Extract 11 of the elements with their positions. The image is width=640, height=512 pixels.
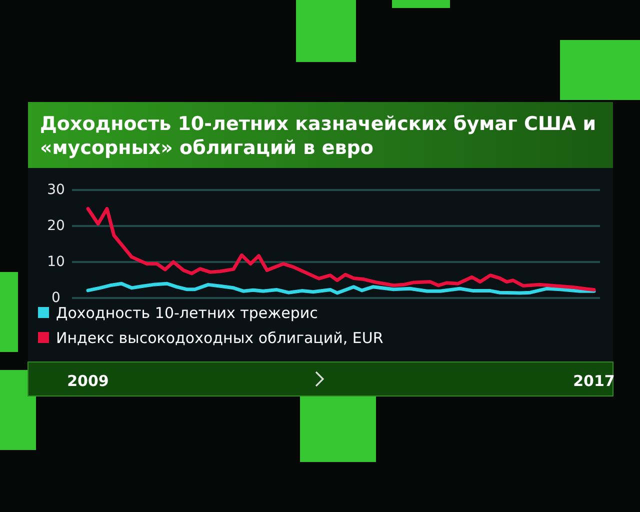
y-tick-label: 0 [52,290,60,306]
line-series [86,282,596,295]
y-tick-label: 10 [47,254,65,270]
y-tick-label: 20 [47,218,65,234]
y-tick-label: 30 [47,182,65,198]
legend-label: Доходность 10-летних трежерис [56,304,318,322]
legend-label: Индекс высокодоходных облигаций, EUR [56,329,384,347]
line-series [86,206,596,292]
chart-title: Доходность 10-летних казначейских бумаг США и «мусорных» облигаций в евро [40,113,596,159]
x-tick-label: 2017 [573,372,615,390]
x-tick-label: 2009 [67,372,109,390]
